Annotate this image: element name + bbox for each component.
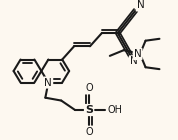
- Text: N: N: [137, 1, 145, 10]
- Text: S: S: [85, 105, 93, 115]
- Text: N: N: [134, 49, 142, 59]
- Text: OH: OH: [107, 105, 122, 115]
- Text: O: O: [85, 127, 93, 137]
- Text: O: O: [85, 83, 93, 93]
- Text: N: N: [44, 78, 52, 88]
- Text: N: N: [130, 56, 138, 66]
